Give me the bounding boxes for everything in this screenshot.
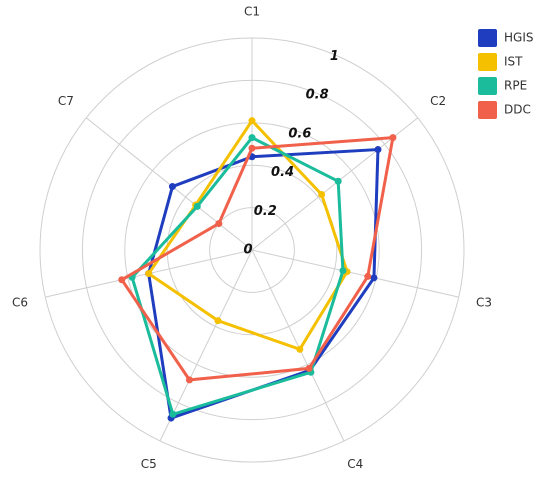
point (215, 220, 223, 228)
r-tick-label: 0.2 (254, 204, 277, 219)
point (364, 272, 372, 280)
series-line (119, 136, 395, 382)
point (389, 134, 397, 142)
spoke (85, 117, 253, 251)
point (334, 177, 342, 185)
point (370, 274, 378, 282)
r-tick-label: 0 (243, 243, 252, 258)
point (169, 410, 177, 418)
series-line (147, 147, 380, 421)
series-line (130, 135, 345, 417)
point (193, 202, 201, 210)
point (145, 270, 153, 278)
point (339, 267, 347, 275)
point (185, 376, 193, 384)
point (374, 146, 382, 154)
spoke (251, 249, 345, 442)
point (214, 317, 222, 325)
point (248, 134, 256, 142)
category-label: C5 (141, 457, 157, 471)
legend-label: RPE (504, 79, 527, 93)
point (248, 117, 256, 125)
category-label: C3 (476, 295, 492, 309)
category-label: C4 (347, 457, 363, 471)
point (168, 183, 176, 191)
legend-label: IST (504, 55, 523, 69)
category-label: C6 (12, 295, 28, 309)
category-label: C7 (58, 94, 74, 108)
spoke (251, 117, 419, 251)
r-tick-label: 1 (330, 49, 339, 64)
legend-label: DDC (504, 103, 531, 117)
point (248, 144, 256, 152)
point (296, 345, 304, 353)
r-tick-label: 0.8 (306, 88, 329, 103)
point (305, 364, 313, 372)
point (318, 190, 326, 198)
legend-swatch (478, 53, 497, 71)
r-tick-label: 0.6 (288, 126, 311, 141)
r-tick-label: 0.4 (271, 165, 294, 180)
category-label: C2 (430, 94, 446, 108)
spoke (251, 249, 459, 298)
spoke (159, 249, 253, 442)
category-label: C1 (244, 5, 260, 19)
legend-label: HGIS (504, 31, 533, 45)
legend-swatch (478, 29, 497, 47)
legend-swatch (478, 101, 497, 119)
point (118, 276, 126, 284)
legend-swatch (478, 77, 497, 95)
